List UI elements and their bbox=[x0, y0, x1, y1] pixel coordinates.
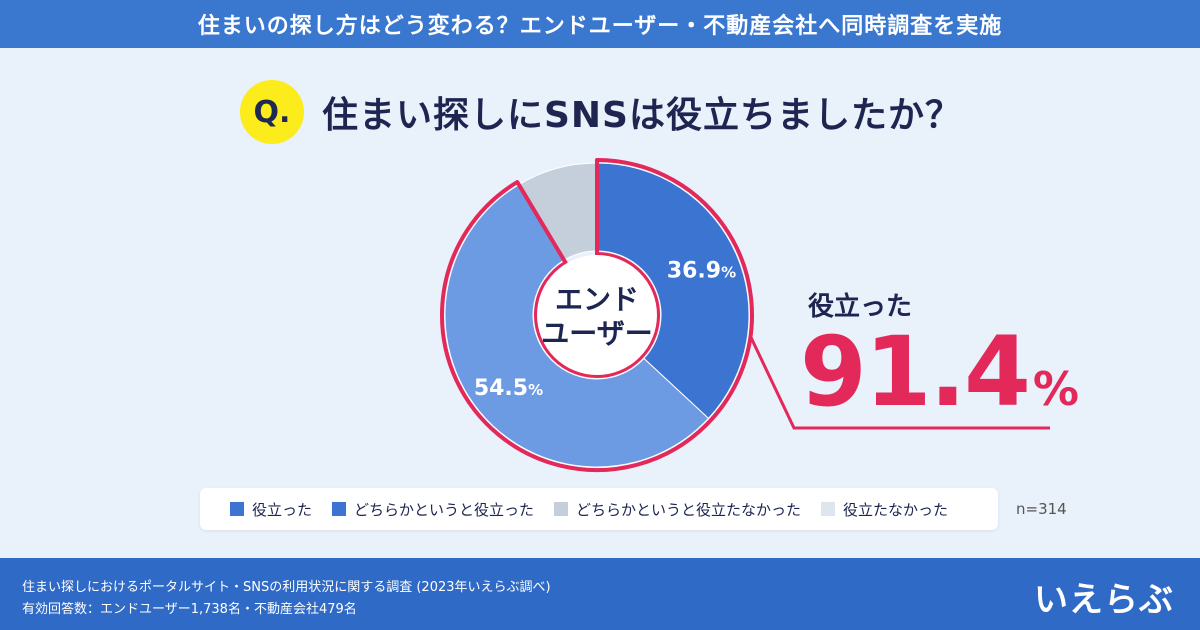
callout-value: 91.4 % bbox=[800, 316, 1079, 428]
legend-item: どちらかというと役立った bbox=[332, 499, 534, 520]
legend-label: 役立たなかった bbox=[843, 500, 949, 519]
question-text: 住まい探しにSNSは役立ちましたか？ bbox=[322, 95, 962, 136]
sample-size: n=314 bbox=[1016, 500, 1067, 518]
legend-item: 役立たなかった bbox=[821, 499, 948, 520]
footer: 住まい探しにおけるポータルサイト・SNSの利用状況に関する調査 (2023年いえ… bbox=[0, 558, 1200, 630]
header-title: 住まいの探し方はどう変わる？エンドユーザー・不動産会社へ同時調査を実施 bbox=[0, 0, 1200, 48]
legend-swatch bbox=[821, 502, 836, 516]
legend-swatch bbox=[230, 502, 244, 516]
legend-swatch bbox=[332, 502, 347, 516]
footer-respondents: 有効回答数：エンドユーザー1,738名・不動産会社479名 bbox=[22, 602, 357, 617]
footer-source: 住まい探しにおけるポータルサイト・SNSの利用状況に関する調査 (2023年いえ… bbox=[22, 580, 551, 595]
legend-label: どちらかというと役立たなかった bbox=[576, 500, 802, 519]
legend-item: どちらかというと役立たなかった bbox=[554, 499, 801, 520]
callout-unit: % bbox=[1032, 362, 1079, 416]
legend-label: どちらかというと役立った bbox=[354, 500, 535, 519]
legend-swatch bbox=[554, 502, 569, 516]
legend-label: 役立った bbox=[252, 500, 313, 519]
callout-number: 91.4 bbox=[800, 316, 1031, 428]
question: Q. 住まい探しにSNSは役立ちましたか？ bbox=[240, 80, 962, 144]
callout-label: 役立った bbox=[808, 292, 913, 322]
chart-legend: 役立った どちらかというと役立った どちらかというと役立たなかった 役立たなかっ… bbox=[200, 488, 998, 530]
brand-logo: いえらぶ bbox=[1034, 580, 1174, 620]
legend-item: 役立った bbox=[230, 499, 312, 520]
question-badge: Q. bbox=[240, 80, 304, 144]
